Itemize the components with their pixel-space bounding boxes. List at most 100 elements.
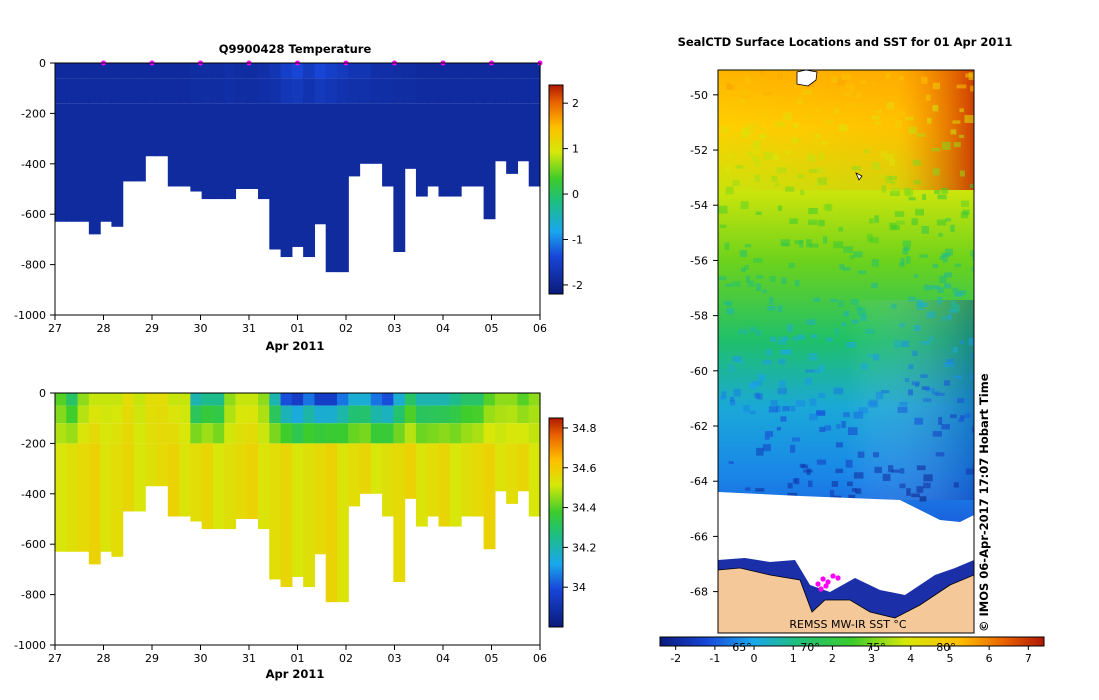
sst-speckle [868, 399, 878, 408]
sal-colorbar [548, 417, 564, 628]
sst-colorbar [659, 636, 1045, 647]
sst-speckle [873, 353, 880, 361]
sst-speckle [838, 227, 844, 232]
sst-speckle [818, 219, 825, 227]
salinity-cell [370, 443, 383, 494]
sst-speckle [944, 248, 953, 256]
y-tick-label: 0 [39, 387, 46, 400]
salinity-cell [404, 443, 417, 499]
seal-position [830, 573, 836, 579]
temp-cell [212, 63, 225, 79]
sst-speckle [785, 150, 790, 155]
sst-speckle [792, 137, 799, 144]
map-lon-ticks: 65° 70° 75° 80° [732, 641, 956, 654]
sst-speckle [750, 411, 756, 415]
sst-speckle [941, 424, 950, 430]
coastal-sst-band [718, 558, 974, 618]
sst-speckle [804, 377, 813, 385]
temp-cell [494, 103, 507, 162]
sst-speckle [961, 200, 969, 207]
sst-speckle [959, 108, 964, 113]
sst-speckle [726, 301, 732, 307]
salinity-cell [201, 405, 214, 424]
x-tick-label: 29 [145, 322, 159, 335]
x-tick-label: 31 [242, 652, 256, 665]
temp-cell [336, 63, 349, 79]
temp-cell [145, 103, 158, 157]
sst-speckle [725, 186, 734, 195]
sst-speckle [925, 388, 935, 392]
sst-speckle [914, 417, 924, 425]
x-tick-label: 30 [194, 652, 208, 665]
sst-speckle [809, 398, 817, 406]
temp-cell [77, 103, 90, 222]
salinity-cell [156, 423, 169, 444]
sst-speckle [769, 296, 774, 305]
temp-cell [438, 63, 451, 79]
sst-speckle [871, 162, 880, 170]
temp-cell [483, 103, 496, 220]
salinity-cell [190, 423, 203, 444]
temp-cell [494, 63, 507, 79]
lat-tick-label: -50 [690, 89, 708, 102]
sst-speckle [816, 459, 827, 465]
sst-colorbar-tick-label: 1 [790, 652, 797, 665]
sst-speckle [754, 174, 761, 182]
salinity-cell [303, 393, 316, 406]
sst-speckle [809, 413, 818, 421]
sst-speckle [970, 390, 974, 394]
sst-speckle [960, 415, 965, 420]
temp-cell [167, 78, 180, 104]
salinity-cell [156, 393, 169, 406]
temp-cell [179, 63, 191, 79]
salinity-cell [258, 405, 270, 424]
salinity-cell [393, 405, 406, 424]
salinity-cell [528, 423, 541, 444]
salinity-cell [382, 393, 394, 406]
sst-colorbar-tick-label: 3 [868, 652, 875, 665]
temp-cell [506, 63, 519, 79]
map-frame [717, 69, 975, 634]
sst-speckle [903, 187, 911, 196]
salinity-cell [314, 393, 327, 406]
salinity-cell [77, 443, 90, 552]
sst-colorbar-tick-label: 5 [946, 652, 953, 665]
sst-speckle [817, 177, 827, 186]
y-tick-label: -1000 [14, 309, 46, 322]
temp-cell [167, 103, 180, 187]
sst-speckle [831, 481, 839, 487]
sst-speckle [931, 148, 941, 152]
sst-speckle [776, 427, 781, 431]
sst-texture [718, 70, 974, 506]
seal-position [835, 575, 841, 581]
sst-speckle [819, 153, 824, 160]
temp-cell [269, 78, 282, 104]
sst-speckle [764, 92, 770, 96]
lon-tick-label: 70° [800, 641, 820, 654]
sst-map [718, 70, 974, 633]
temp-cell [258, 78, 270, 104]
sst-speckle [798, 95, 804, 102]
sst-speckle [755, 211, 762, 215]
salinity-cell [404, 393, 417, 406]
salinity-cell [506, 443, 519, 504]
sst-speckle [891, 469, 900, 473]
sst-speckle [831, 76, 838, 83]
temp-cell [370, 103, 383, 164]
sst-speckle [744, 76, 754, 84]
sst-speckle [770, 336, 776, 342]
salinity-cell [235, 423, 248, 444]
sst-speckle [787, 483, 793, 489]
temp-cell [179, 103, 191, 187]
salinity-cell [427, 393, 440, 406]
temp-cell [246, 78, 259, 104]
sst-speckle [764, 436, 770, 440]
sst-speckle [888, 159, 896, 166]
temp-cell [122, 78, 135, 104]
sst-speckle [838, 300, 844, 307]
sst-speckle [911, 218, 918, 226]
sst-speckle [718, 205, 728, 214]
temp-cell [314, 103, 327, 225]
temp-cell [336, 78, 349, 104]
antarctica-land [718, 567, 974, 633]
